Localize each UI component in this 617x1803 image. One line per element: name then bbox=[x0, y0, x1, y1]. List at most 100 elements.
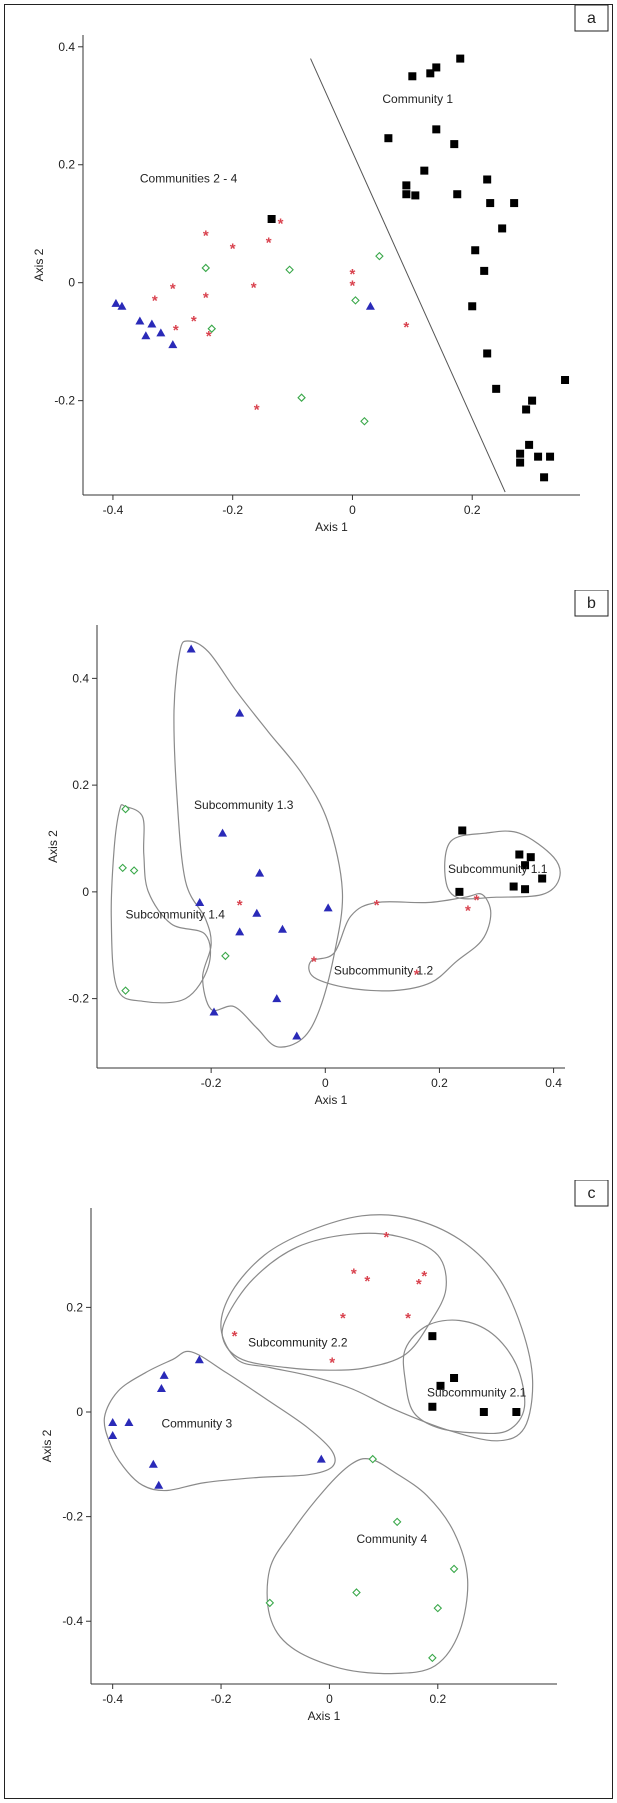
triangle-marker bbox=[194, 1355, 204, 1364]
x-tick-label: -0.2 bbox=[222, 503, 243, 517]
star-marker: * bbox=[206, 328, 212, 345]
square-marker bbox=[453, 190, 462, 199]
square-marker bbox=[538, 874, 547, 883]
square-marker bbox=[426, 69, 435, 78]
y-tick-label: 0.2 bbox=[66, 1300, 83, 1314]
square-marker bbox=[510, 199, 519, 208]
star-marker: * bbox=[232, 1328, 238, 1345]
x-tick-label: 0 bbox=[326, 1692, 333, 1706]
triangle-marker bbox=[124, 1417, 134, 1426]
square-marker bbox=[455, 887, 464, 896]
series-square bbox=[455, 826, 547, 896]
figure-frame: a -0.4 -0.2 0 0.2 0.4 0.2 0 -0.2 Axis 1 Axis 2 * * * *… bbox=[4, 4, 613, 1799]
series-triangle bbox=[108, 1355, 326, 1489]
y-tick-label: 0.2 bbox=[72, 778, 89, 792]
triangle-marker bbox=[272, 994, 282, 1003]
diamond-marker bbox=[265, 1598, 275, 1608]
square-marker bbox=[480, 266, 489, 275]
x-tick-label: -0.4 bbox=[103, 503, 124, 517]
square-marker bbox=[509, 882, 518, 891]
star-marker: * bbox=[383, 1229, 389, 1246]
triangle-marker bbox=[159, 1370, 169, 1379]
triangle-marker bbox=[209, 1007, 219, 1016]
x-tick-label: 0.4 bbox=[545, 1076, 562, 1090]
square-marker bbox=[428, 1332, 437, 1341]
square-marker bbox=[402, 181, 411, 190]
star-marker: * bbox=[421, 1268, 427, 1285]
star-marker: * bbox=[374, 897, 380, 914]
series-square bbox=[267, 54, 570, 482]
star-marker: * bbox=[351, 1265, 357, 1282]
triangle-marker bbox=[108, 1431, 118, 1440]
series-triangle bbox=[111, 298, 375, 349]
y-tick-label: -0.4 bbox=[62, 1614, 83, 1628]
square-marker bbox=[483, 175, 492, 184]
x-axis-label: Axis 1 bbox=[315, 520, 348, 534]
x-axis-label: Axis 1 bbox=[308, 1709, 341, 1723]
square-marker bbox=[428, 1402, 437, 1411]
x-tick-label: 0.2 bbox=[429, 1692, 446, 1706]
square-marker bbox=[515, 850, 524, 859]
square-marker bbox=[436, 1381, 445, 1390]
cluster-annotation: Community 4 bbox=[357, 1532, 428, 1546]
y-tick-label: 0 bbox=[82, 885, 89, 899]
cluster-annotation: Subcommunity 2.2 bbox=[248, 1336, 348, 1350]
panel-label: c bbox=[588, 1185, 596, 1202]
square-marker bbox=[521, 861, 530, 870]
diamond-marker bbox=[118, 863, 127, 873]
square-marker bbox=[468, 302, 477, 311]
square-marker bbox=[498, 224, 507, 233]
y-tick-label: -0.2 bbox=[54, 394, 75, 408]
cluster-outline bbox=[173, 640, 344, 1048]
square-marker bbox=[526, 853, 535, 862]
triangle-marker bbox=[316, 1454, 326, 1463]
star-marker: * bbox=[416, 1276, 422, 1293]
star-marker: * bbox=[278, 216, 284, 233]
y-axis-label: Axis 2 bbox=[46, 830, 60, 863]
star-marker: * bbox=[230, 240, 236, 257]
diamond-marker bbox=[428, 1653, 437, 1663]
series-star: ****** *** ****** bbox=[152, 216, 409, 419]
diamond-marker bbox=[201, 263, 211, 273]
square-marker bbox=[525, 440, 534, 449]
diamond-marker bbox=[375, 251, 384, 261]
star-marker: * bbox=[203, 289, 209, 306]
triangle-marker bbox=[235, 927, 245, 936]
star-marker: * bbox=[340, 1310, 346, 1327]
series-square bbox=[428, 1332, 521, 1416]
panel-label: a bbox=[587, 10, 596, 27]
x-tick-label: -0.2 bbox=[211, 1692, 232, 1706]
diamond-marker bbox=[285, 265, 294, 274]
cluster-annotation: Subcommunity 2.1 bbox=[427, 1385, 527, 1399]
cluster-annotation: Communities 2 - 4 bbox=[140, 171, 238, 185]
y-axis-label: Axis 2 bbox=[40, 1429, 54, 1462]
series-diamond bbox=[118, 804, 230, 995]
diamond-marker bbox=[351, 296, 360, 305]
diamond-marker bbox=[360, 417, 369, 426]
series-star: * * **** bbox=[237, 892, 480, 984]
triangle-marker bbox=[108, 1417, 118, 1426]
star-marker: * bbox=[170, 281, 176, 298]
square-marker bbox=[534, 452, 543, 461]
square-marker bbox=[546, 452, 555, 461]
series-triangle bbox=[186, 644, 333, 1040]
star-marker: * bbox=[191, 313, 197, 330]
square-marker bbox=[540, 473, 549, 482]
square-marker bbox=[528, 396, 537, 405]
star-marker: * bbox=[329, 1354, 335, 1371]
x-tick-label: -0.2 bbox=[201, 1076, 222, 1090]
diamond-marker bbox=[433, 1603, 443, 1613]
diamond-marker bbox=[121, 986, 130, 995]
diamond-marker bbox=[207, 324, 217, 333]
star-marker: * bbox=[403, 319, 409, 336]
diamond-marker bbox=[392, 1517, 402, 1527]
star-marker: * bbox=[414, 967, 420, 984]
triangle-marker bbox=[154, 1480, 164, 1489]
star-marker: * bbox=[152, 292, 158, 309]
y-tick-label: 0.2 bbox=[58, 158, 75, 172]
square-marker bbox=[486, 199, 495, 208]
triangle-marker bbox=[111, 298, 121, 307]
y-tick-label: 0 bbox=[68, 276, 75, 290]
cluster-outline bbox=[308, 893, 492, 992]
